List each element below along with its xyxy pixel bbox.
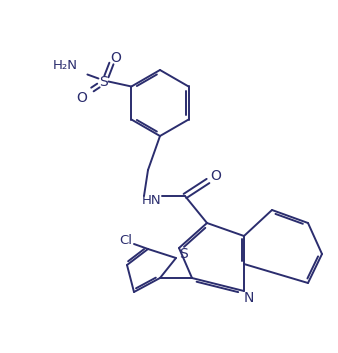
Text: O: O — [110, 50, 121, 65]
Text: O: O — [211, 169, 221, 183]
Text: S: S — [99, 74, 108, 89]
Text: N: N — [244, 291, 254, 305]
Text: O: O — [76, 91, 87, 106]
Text: Cl: Cl — [120, 234, 132, 247]
Text: H₂N: H₂N — [53, 59, 78, 72]
Text: HN: HN — [142, 195, 162, 208]
Text: S: S — [179, 247, 188, 261]
